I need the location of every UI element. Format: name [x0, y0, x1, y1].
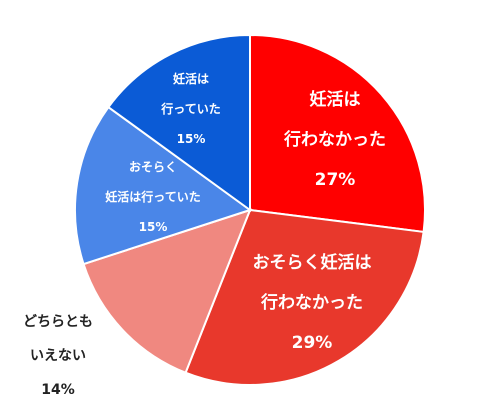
pie-slices	[74, 33, 426, 386]
pie-slice-3	[74, 105, 253, 266]
pie-value-label-4: 15%	[177, 132, 206, 146]
pie-category-label-4: 妊活は	[173, 71, 209, 86]
pie-slice-1	[184, 208, 425, 386]
pie-slice-4	[107, 33, 251, 212]
pie-value-label-2: 14%	[41, 382, 75, 398]
pie-category-label-1: おそらく妊活は	[253, 252, 372, 273]
pie-value-label-0: 27%	[315, 170, 356, 190]
pie-category-label-0: 妊活は	[310, 89, 361, 110]
pie-slice-0	[249, 33, 426, 234]
pie-category-label-2: いえない	[30, 348, 86, 364]
pie-labels: 妊活は行わなかった27%おそらく妊活は行わなかった29%どちらともいえない14%…	[23, 71, 386, 398]
pie-category-label-4: 行っていた	[160, 101, 220, 116]
pie-value-label-1: 29%	[292, 333, 333, 353]
pie-category-label-1: 行わなかった	[260, 292, 363, 313]
pie-category-label-3: おそらく	[129, 160, 177, 174]
pie-category-label-2: どちらとも	[23, 314, 93, 330]
pie-value-label-3: 15%	[139, 220, 168, 234]
pie-category-label-0: 行わなかった	[283, 129, 386, 150]
pie-category-label-3: 妊活は行っていた	[105, 189, 200, 204]
